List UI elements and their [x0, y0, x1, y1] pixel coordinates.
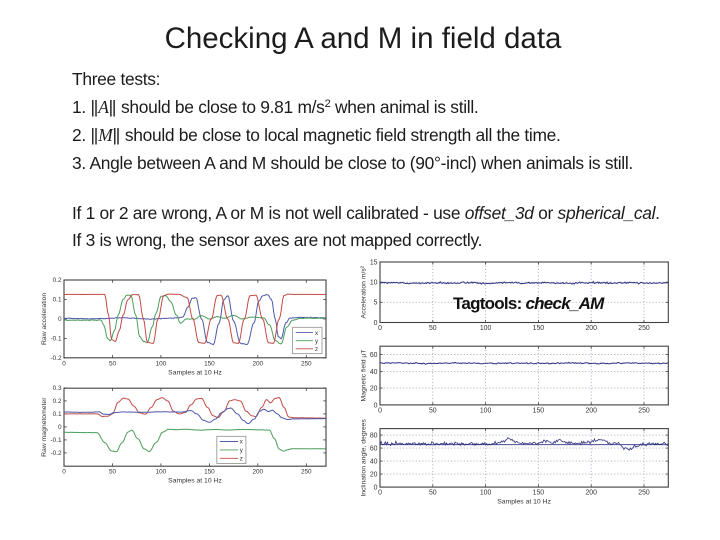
svg-text:0: 0	[62, 469, 66, 476]
svg-text:0: 0	[378, 407, 382, 414]
svg-text:y: y	[240, 447, 244, 454]
svg-text:200: 200	[252, 469, 263, 476]
svg-text:Acceleration m/s²: Acceleration m/s²	[361, 265, 368, 318]
svg-text:0: 0	[374, 485, 378, 492]
svg-text:10: 10	[370, 280, 378, 287]
svg-text:100: 100	[480, 490, 492, 497]
svg-text:Samples at 10 Hz: Samples at 10 Hz	[497, 499, 551, 506]
svg-text:40: 40	[370, 369, 378, 376]
svg-text:z: z	[315, 346, 318, 353]
svg-text:y: y	[315, 338, 319, 345]
svg-text:0: 0	[374, 320, 378, 327]
svg-text:150: 150	[533, 490, 545, 497]
svg-text:-0.2: -0.2	[50, 355, 61, 362]
svg-text:Inclination angle, degrees: Inclination angle, degrees	[361, 419, 368, 497]
svg-text:200: 200	[252, 360, 263, 367]
svg-text:100: 100	[156, 469, 167, 476]
svg-text:250: 250	[638, 490, 650, 497]
svg-text:-0.2: -0.2	[50, 450, 61, 457]
svg-text:150: 150	[533, 325, 545, 332]
svg-text:0: 0	[58, 316, 62, 323]
svg-text:100: 100	[156, 360, 167, 367]
svg-text:100: 100	[480, 407, 492, 414]
svg-text:Raw acceleration: Raw acceleration	[41, 293, 48, 345]
svg-text:0: 0	[374, 402, 378, 409]
svg-text:250: 250	[301, 360, 312, 367]
svg-text:20: 20	[370, 472, 378, 479]
svg-text:250: 250	[301, 469, 312, 476]
svg-text:250: 250	[638, 325, 650, 332]
svg-text:x: x	[240, 439, 244, 446]
svg-text:Samples at 10 Hz: Samples at 10 Hz	[168, 369, 222, 376]
svg-text:50: 50	[429, 407, 437, 414]
svg-text:Magnetic field µT: Magnetic field µT	[361, 350, 368, 402]
svg-text:250: 250	[638, 407, 650, 414]
svg-text:-0.1: -0.1	[50, 437, 61, 444]
svg-text:0.1: 0.1	[53, 297, 62, 304]
svg-text:50: 50	[109, 469, 117, 476]
svg-text:50: 50	[429, 325, 437, 332]
svg-text:0: 0	[378, 490, 382, 497]
svg-text:5: 5	[374, 300, 378, 307]
svg-text:50: 50	[109, 360, 117, 367]
svg-text:0: 0	[58, 424, 62, 431]
svg-text:200: 200	[585, 407, 597, 414]
svg-text:0.2: 0.2	[53, 277, 62, 284]
svg-text:60: 60	[370, 446, 378, 453]
svg-text:-0.1: -0.1	[50, 336, 61, 343]
svg-text:200: 200	[585, 490, 597, 497]
svg-text:0: 0	[62, 360, 66, 367]
svg-text:20: 20	[370, 386, 378, 393]
svg-text:40: 40	[370, 459, 378, 466]
svg-text:50: 50	[429, 490, 437, 497]
svg-text:0: 0	[378, 325, 382, 332]
svg-text:z: z	[240, 456, 243, 463]
svg-text:150: 150	[204, 469, 215, 476]
svg-text:Raw magnetometer: Raw magnetometer	[41, 397, 48, 457]
svg-text:15: 15	[370, 259, 378, 266]
svg-text:150: 150	[204, 360, 215, 367]
svg-text:100: 100	[480, 325, 492, 332]
svg-text:0.3: 0.3	[53, 385, 62, 392]
svg-text:0.1: 0.1	[53, 411, 62, 418]
svg-text:60: 60	[370, 352, 378, 359]
svg-text:80: 80	[370, 433, 378, 440]
svg-text:Samples at 10 Hz: Samples at 10 Hz	[168, 478, 222, 485]
svg-text:0.2: 0.2	[53, 398, 62, 405]
svg-text:x: x	[315, 330, 319, 337]
svg-text:150: 150	[533, 407, 545, 414]
svg-text:200: 200	[585, 325, 597, 332]
